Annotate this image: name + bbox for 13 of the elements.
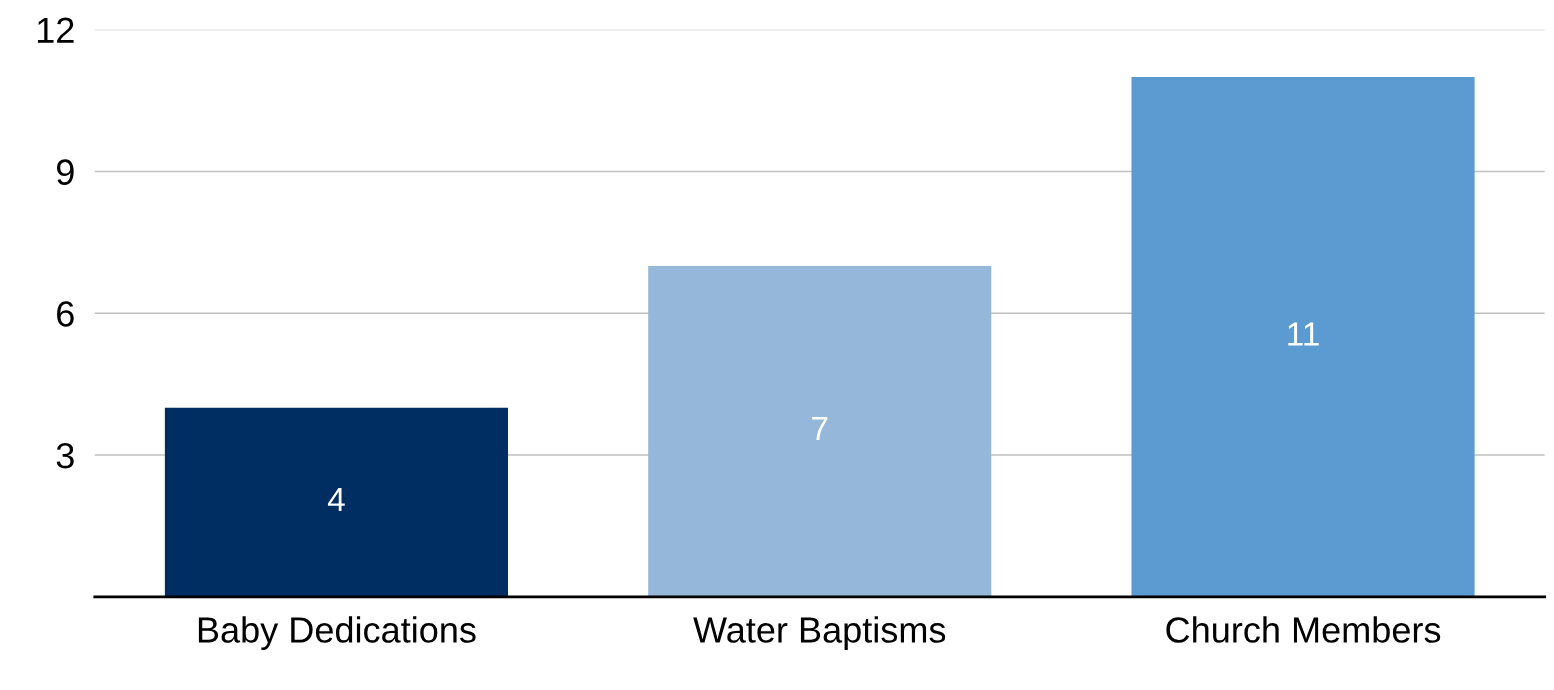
- y-tick-label: 9: [56, 159, 74, 185]
- data-label: 11: [1288, 322, 1319, 346]
- bar: [164, 407, 509, 597]
- y-tick-label: 3: [56, 442, 74, 469]
- y-tick-label: 6: [57, 301, 74, 327]
- bar: [648, 266, 992, 597]
- data-label: 7: [812, 417, 828, 441]
- bar: [1131, 76, 1475, 597]
- x-tick-label: Church Members: [1166, 616, 1441, 643]
- x-tick-label: Baby Dedications: [198, 616, 476, 650]
- x-tick-label: Water Baptisms: [693, 616, 946, 650]
- y-tick-label: 12: [37, 17, 74, 43]
- data-label: 4: [327, 488, 345, 511]
